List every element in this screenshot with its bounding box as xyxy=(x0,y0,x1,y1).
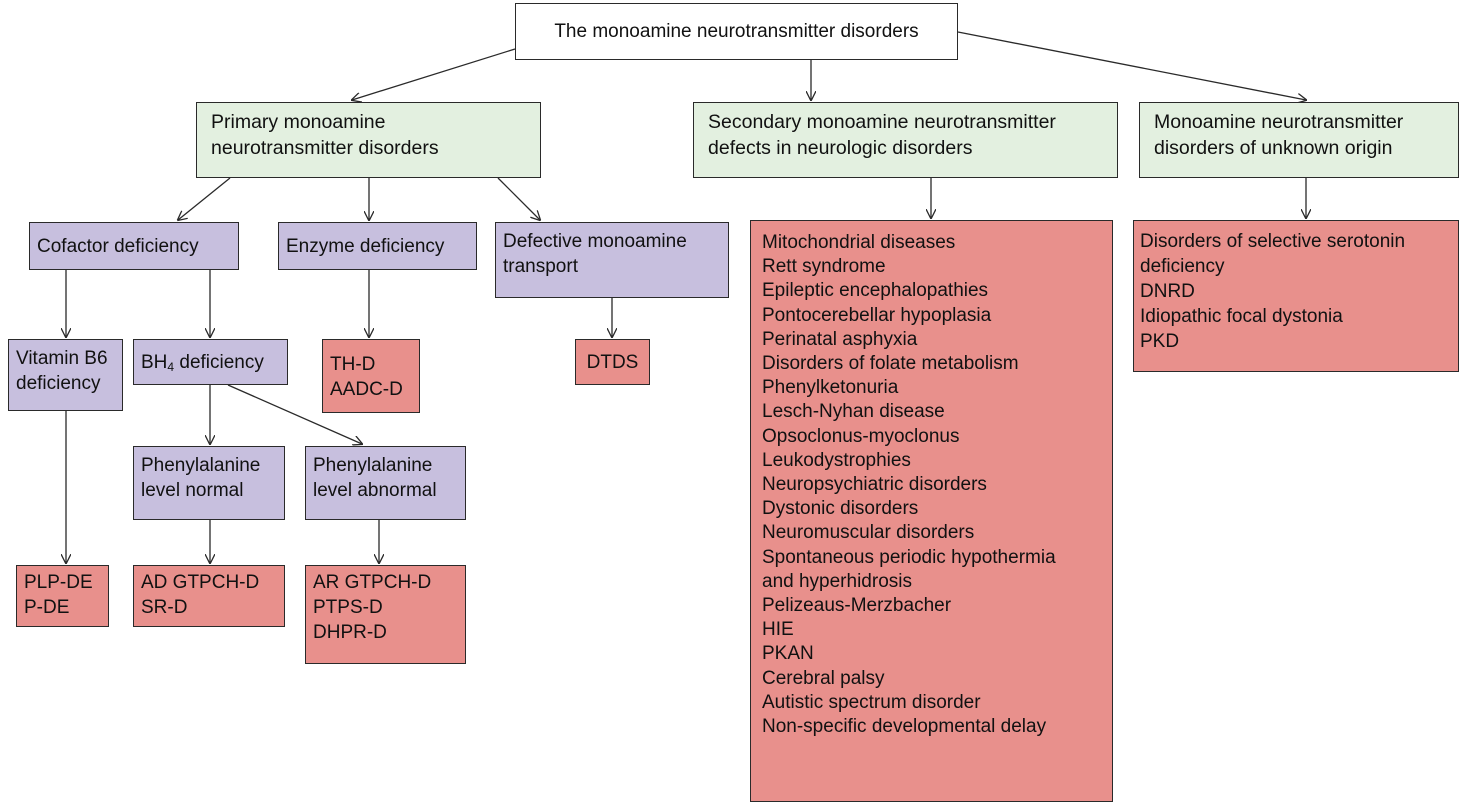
transport-line-2: transport xyxy=(503,256,578,277)
unknown-disorder-item: PKD xyxy=(1140,331,1180,352)
unknown-disorder-item: DNRD xyxy=(1140,281,1195,302)
root-label: The monoamine neurotransmitter disorders xyxy=(554,20,919,42)
phe-abnormal-line-1: Phenylalanine xyxy=(313,455,433,476)
leaf-transport: DTDS xyxy=(575,339,650,385)
secondary-disorder-item: Cerebral palsy xyxy=(762,667,885,689)
primary-disorders-node: Primary monoamine neurotransmitter disor… xyxy=(196,102,541,178)
arrow-primary-to-transport xyxy=(497,177,540,220)
leaf-abnormal-item: AR GTPCH-D xyxy=(313,572,432,593)
leaf-vitamin-b6: PLP-DE P-DE xyxy=(16,565,109,627)
secondary-disorder-item: Pontocerebellar hypoplasia xyxy=(762,304,992,326)
transport-line-1: Defective monoamine xyxy=(503,231,687,252)
secondary-disorder-item: Leukodystrophies xyxy=(762,449,911,471)
unknown-disorder-item: Idiopathic focal dystonia xyxy=(1140,306,1343,327)
cofactor-deficiency-node: Cofactor deficiency xyxy=(29,222,239,270)
bh4-prefix: BH xyxy=(141,351,168,373)
unknown-line-2: disorders of unknown origin xyxy=(1154,137,1393,159)
leaf-enzyme-item: TH-D xyxy=(330,354,376,375)
arrow-root-to-unknown xyxy=(957,31,1306,100)
primary-line-1: Primary monoamine xyxy=(211,111,386,133)
vitamin-b6-deficiency-node: Vitamin B6 deficiency xyxy=(8,339,123,411)
bh4-subscript: 4 xyxy=(167,359,175,374)
root-node: The monoamine neurotransmitter disorders xyxy=(515,3,958,60)
unknown-disorder-item: Disorders of selective serotonin xyxy=(1140,231,1406,252)
secondary-disorder-item: Rett syndrome xyxy=(762,256,886,278)
secondary-disorder-item: Phenylketonuria xyxy=(762,377,899,399)
unknown-disorder-item: deficiency xyxy=(1140,256,1225,277)
secondary-disorder-item: HIE xyxy=(762,619,794,641)
secondary-disorder-item: PKAN xyxy=(762,643,814,665)
bh4-suffix: deficiency xyxy=(174,351,264,373)
secondary-disorder-item: Perinatal asphyxia xyxy=(762,328,918,350)
secondary-disorder-item: Pelizeaus-Merzbacher xyxy=(762,595,952,617)
bh4-deficiency-node: BH4 deficiency xyxy=(133,339,288,385)
unknown-origin-node: Monoamine neurotransmitter disorders of … xyxy=(1139,102,1459,178)
secondary-disorder-item: and hyperhidrosis xyxy=(762,570,912,592)
secondary-line-1: Secondary monoamine neurotransmitter xyxy=(708,111,1056,133)
leaf-secondary-list: Mitochondrial diseases Rett syndrome Epi… xyxy=(750,220,1113,802)
phe-normal-line-1: Phenylalanine xyxy=(141,455,261,476)
leaf-abnormal-item: DHPR-D xyxy=(313,622,387,643)
enzyme-deficiency-node: Enzyme deficiency xyxy=(278,222,477,270)
vitamin-line-1: Vitamin B6 xyxy=(16,348,108,369)
leaf-vitamin-item: PLP-DE xyxy=(24,572,93,593)
secondary-disorder-item: Opsoclonus-myoclonus xyxy=(762,425,960,447)
secondary-disorder-item: Autistic spectrum disorder xyxy=(762,691,981,713)
leaf-enzyme: TH-D AADC-D xyxy=(322,339,420,413)
secondary-disorder-item: Non-specific developmental delay xyxy=(762,716,1047,738)
enzyme-label: Enzyme deficiency xyxy=(286,235,445,257)
arrow-primary-to-cofactor xyxy=(178,177,231,220)
leaf-transport-item: DTDS xyxy=(586,351,639,373)
secondary-disorder-item: Dystonic disorders xyxy=(762,498,919,520)
arrow-root-to-primary xyxy=(352,48,516,100)
leaf-normal-item: AD GTPCH-D xyxy=(141,572,260,593)
leaf-unknown-list: Disorders of selective serotonin deficie… xyxy=(1133,220,1459,372)
transport-defect-node: Defective monoamine transport xyxy=(495,222,729,298)
phe-normal-line-2: level normal xyxy=(141,480,244,501)
primary-line-2: neurotransmitter disorders xyxy=(211,137,439,159)
secondary-line-2: defects in neurologic disorders xyxy=(708,137,973,159)
leaf-normal-item: SR-D xyxy=(141,597,188,618)
leaf-enzyme-item: AADC-D xyxy=(330,379,403,400)
leaf-abnormal-item: PTPS-D xyxy=(313,597,383,618)
secondary-disorder-item: Lesch-Nyhan disease xyxy=(762,401,945,423)
leaf-phe-normal: AD GTPCH-D SR-D xyxy=(133,565,285,627)
leaf-phe-abnormal: AR GTPCH-D PTPS-D DHPR-D xyxy=(305,565,466,664)
phe-abnormal-line-2: level abnormal xyxy=(313,480,437,501)
secondary-disorder-item: Epileptic encephalopathies xyxy=(762,280,989,302)
secondary-disorder-item: Neuromuscular disorders xyxy=(762,522,975,544)
phenylalanine-abnormal-node: Phenylalanine level abnormal xyxy=(305,446,466,520)
secondary-disorder-item: Neuropsychiatric disorders xyxy=(762,474,987,496)
bh4-label: BH4 deficiency xyxy=(141,350,264,375)
phenylalanine-normal-node: Phenylalanine level normal xyxy=(133,446,285,520)
vitamin-line-2: deficiency xyxy=(16,373,101,394)
secondary-disorder-item: Disorders of folate metabolism xyxy=(762,353,1019,375)
cofactor-label: Cofactor deficiency xyxy=(37,235,199,257)
secondary-disorder-item: Spontaneous periodic hypothermia xyxy=(762,546,1056,568)
secondary-disorder-item: Mitochondrial diseases xyxy=(762,232,956,253)
unknown-line-1: Monoamine neurotransmitter xyxy=(1154,111,1404,133)
arrow-bh4-to-abnormal xyxy=(227,384,362,444)
secondary-defects-node: Secondary monoamine neurotransmitter def… xyxy=(693,102,1118,178)
leaf-vitamin-item: P-DE xyxy=(24,597,70,618)
